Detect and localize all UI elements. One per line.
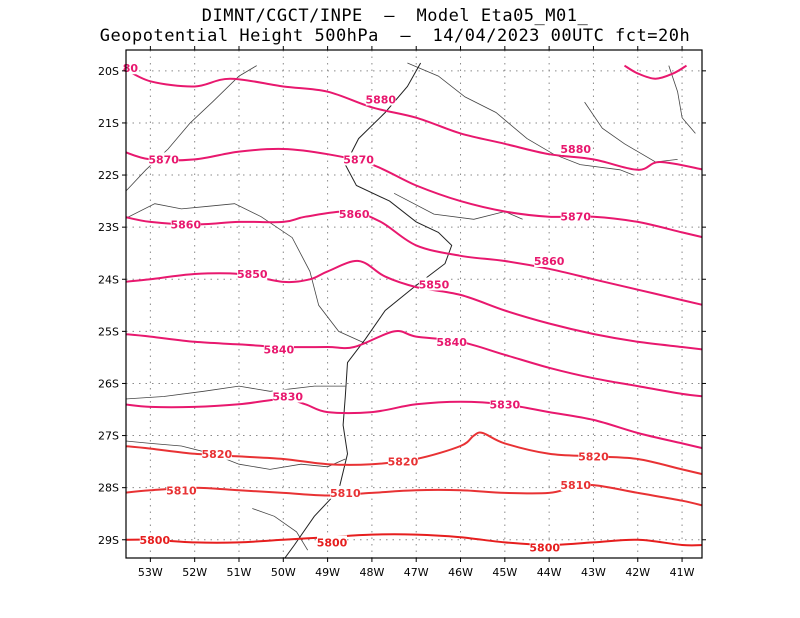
lon-tick-label: 51W (227, 566, 252, 579)
state-border (584, 101, 678, 163)
state-border (393, 192, 523, 220)
contour-label-bg (560, 209, 591, 223)
contour-label: 5850 (237, 268, 268, 281)
contour-label-bg (489, 397, 520, 411)
contour-label: 5870 (560, 211, 591, 224)
state-border (126, 385, 346, 400)
contour-label: 80 (123, 62, 139, 75)
contour-label-bg (237, 267, 268, 281)
contour-line (126, 147, 702, 239)
lon-tick-label: 53W (138, 566, 163, 579)
contour-line (623, 64, 688, 80)
contour-label: 5840 (264, 344, 295, 357)
contour-label-bg (170, 217, 201, 231)
geography-lines (126, 62, 696, 558)
contour-label-bg (148, 152, 179, 166)
contour-label: 5880 (560, 143, 591, 156)
lat-tick-label: 29S (98, 534, 119, 547)
contour-label-bg (560, 141, 591, 155)
contour-line (126, 210, 702, 306)
lat-tick-label: 28S (98, 482, 119, 495)
lat-tick-label: 20S (98, 65, 119, 78)
contour-label-bg (365, 92, 396, 106)
lon-tick-label: 46W (448, 566, 473, 579)
contour-label-bg (343, 152, 374, 166)
lat-tick-label: 22S (98, 169, 119, 182)
contour-label-bg (418, 277, 449, 291)
contour-label: 5870 (343, 153, 374, 166)
contour-label: 5870 (148, 153, 179, 166)
contour-label-bg (436, 334, 467, 348)
lon-tick-label: 43W (581, 566, 606, 579)
contour-label: 5800 (139, 534, 170, 547)
state-border (126, 440, 346, 470)
contour-label-bg (139, 532, 170, 546)
lon-tick-label: 48W (359, 566, 384, 579)
map-frame (125, 49, 703, 559)
contour-label: 5810 (330, 487, 361, 500)
state-border (126, 203, 368, 345)
lat-tick-label: 21S (98, 117, 119, 130)
contour-label-bg (560, 478, 591, 492)
contour-line (126, 330, 702, 398)
coastline (284, 62, 453, 558)
contour-labels: 80 5880 5880 5870 5870 5870 5860 5860 5860 5850 58… (122, 61, 609, 555)
axis-ticks: 20S 21S 22S 23S 24S 25S 26S 27S 28S 29S 53W 52W 51W 5… (98, 46, 706, 579)
contour-label: 5830 (490, 398, 521, 411)
contour-label: 5820 (388, 456, 419, 469)
contour-label: 5840 (436, 336, 467, 349)
lon-tick-label: 42W (625, 566, 650, 579)
state-border (252, 508, 309, 551)
lat-tick-label: 23S (98, 221, 119, 234)
lon-tick-label: 41W (670, 566, 695, 579)
contour-label: 5860 (339, 208, 370, 221)
state-border (126, 65, 257, 192)
contour-line (126, 259, 702, 351)
lon-tick-label: 52W (182, 566, 207, 579)
contour-label-bg (339, 207, 370, 221)
contour-label-bg (272, 389, 303, 403)
contour-label-bg (263, 342, 294, 356)
contour-line (126, 483, 702, 507)
lat-tick-label: 25S (98, 325, 119, 338)
lat-tick-label: 24S (98, 273, 119, 286)
contour-label: 5880 (365, 93, 396, 106)
contour-label-bg (317, 535, 348, 549)
contour-label: 5850 (419, 278, 450, 291)
title-line-1: DIMNT/CGCT/INPE – Model Eta05_M01_ (201, 6, 589, 26)
lon-tick-label: 44W (537, 566, 562, 579)
title-line-2: Geopotential Height 500hPa – 14/04/2023 … (99, 26, 691, 46)
contour-label: 5860 (171, 219, 202, 232)
contour-label-bg (578, 449, 609, 463)
contour-label-bg (166, 483, 197, 497)
lon-tick-label: 45W (492, 566, 517, 579)
contour-line (126, 398, 702, 450)
lon-tick-label: 49W (315, 566, 340, 579)
contour-label-bg (529, 540, 560, 554)
contour-label: 5830 (272, 390, 303, 403)
contour-label: 5800 (317, 536, 348, 549)
state-border (407, 62, 634, 176)
contour-label-bg (201, 446, 232, 460)
contour-line (126, 68, 702, 171)
contour-line (126, 533, 702, 547)
lon-tick-label: 47W (404, 566, 429, 579)
contour-label: 5860 (534, 255, 565, 268)
contour-label: 5810 (560, 479, 591, 492)
contour-lines (126, 64, 702, 547)
contour-label-bg (330, 485, 361, 499)
state-border (668, 65, 696, 134)
contour-label: 5810 (166, 484, 197, 497)
lat-tick-label: 26S (98, 377, 119, 390)
gridlines (126, 50, 702, 558)
contour-label: 5800 (529, 542, 560, 555)
contour-label-bg (534, 254, 565, 268)
contour-label: 5820 (578, 450, 609, 463)
contour-label-bg (387, 454, 418, 468)
lon-tick-label: 50W (271, 566, 296, 579)
lat-tick-label: 27S (98, 430, 119, 443)
contour-label: 5820 (202, 448, 233, 461)
